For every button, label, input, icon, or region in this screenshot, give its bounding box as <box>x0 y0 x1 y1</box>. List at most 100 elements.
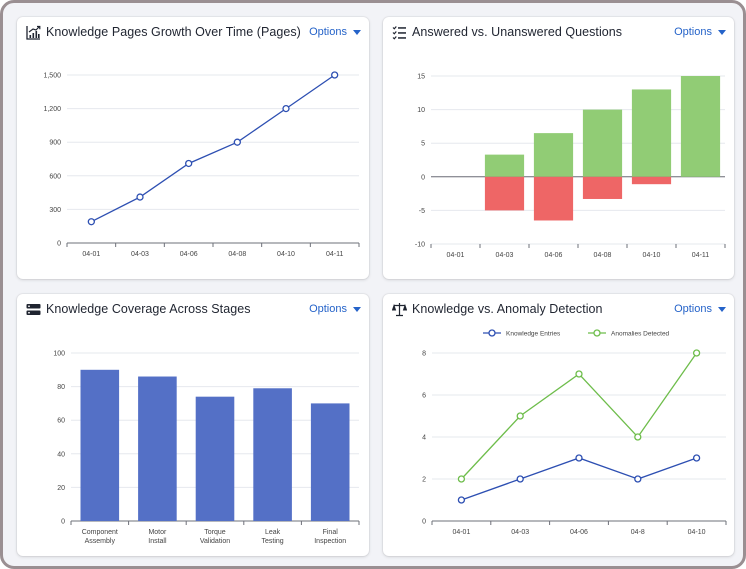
y-tick-label: 300 <box>49 207 61 214</box>
options-dropdown[interactable]: Options <box>674 303 726 315</box>
x-tick-label: Component <box>82 529 118 536</box>
x-tick-label: 04-10 <box>688 529 706 536</box>
card-header: Knowledge Coverage Across Stages Options <box>17 294 369 324</box>
x-tick-label: Leak <box>265 529 281 536</box>
coverage-bar <box>253 388 292 521</box>
y-tick-label: 5 <box>421 141 425 148</box>
y-tick-label: 8 <box>422 351 426 358</box>
y-tick-label: 100 <box>53 351 65 358</box>
knowledge-series-point <box>516 475 524 483</box>
x-tick-label: 04-01 <box>452 529 470 536</box>
pages-series-point <box>282 104 290 113</box>
coverage-stages-chart: 0 20 40 60 80 100 Component Assembly Motor Instal… <box>53 351 360 545</box>
coverage-bar <box>138 376 177 521</box>
pages-series-line <box>91 74 336 223</box>
x-tick-label: 04-06 <box>180 251 198 258</box>
card-header: Answered vs. Unanswered Questions Option… <box>383 17 734 47</box>
y-tick-label: 0 <box>421 174 425 181</box>
anomalies-series-point <box>692 349 701 357</box>
server-stack-icon <box>26 302 41 317</box>
knowledge-series-point <box>457 496 466 504</box>
y-tick-label: 900 <box>49 140 61 147</box>
chevron-down-icon <box>353 306 361 312</box>
x-tick-label: Final <box>323 529 339 536</box>
x-tick-label: 04-11 <box>692 252 709 259</box>
x-tick-label: Testing <box>262 538 284 545</box>
unanswered-bar <box>533 176 574 221</box>
pages-growth-chart: 0 300 600 900 1,200 1,500 04-01 04-03 04-06 04-08… <box>43 71 360 258</box>
y-tick-label: 15 <box>417 74 425 81</box>
x-tick-label: 04-06 <box>570 529 588 536</box>
x-tick-label: 04-08 <box>594 252 612 259</box>
card-title: Knowledge Coverage Across Stages <box>46 302 251 316</box>
coverage-bar <box>80 369 120 521</box>
knowledge-series-point <box>634 475 642 483</box>
pages-series-point <box>331 71 339 79</box>
y-tick-label: 1,200 <box>43 106 61 113</box>
card-header: Knowledge vs. Anomaly Detection Options <box>383 294 734 324</box>
options-label: Options <box>674 26 712 38</box>
anomaly-detection-card: Knowledge vs. Anomaly Detection Options … <box>383 294 734 556</box>
x-tick-label: Validation <box>200 538 230 545</box>
coverage-bar <box>195 396 235 521</box>
chevron-down-icon <box>718 29 726 35</box>
chevron-down-icon <box>353 29 361 35</box>
x-tick-label: Assembly <box>85 538 116 545</box>
coverage-bar <box>310 403 350 521</box>
legend-marker <box>488 329 496 337</box>
x-tick-label: 04-01 <box>82 251 100 258</box>
anomalies-series-point <box>634 433 642 441</box>
x-tick-label: Inspection <box>314 538 346 545</box>
x-tick-label: 04-11 <box>326 251 343 258</box>
options-label: Options <box>309 26 347 38</box>
y-tick-label: 4 <box>422 435 426 442</box>
anomalies-series-point <box>516 412 524 420</box>
pages-series-point <box>233 138 241 146</box>
y-tick-label: 20 <box>57 485 65 492</box>
legend-marker <box>593 329 601 337</box>
anomaly-detection-chart: 0 2 4 6 8 04-01 04-03 04-06 04-8 04-10 Knowledge E… <box>422 329 727 536</box>
x-tick-label: 04-03 <box>131 251 149 258</box>
chevron-down-icon <box>718 306 726 312</box>
unanswered-bar <box>582 176 623 199</box>
y-tick-label: 10 <box>417 107 425 114</box>
options-dropdown[interactable]: Options <box>309 26 361 38</box>
checklist-icon <box>392 25 407 40</box>
x-tick-label: Motor <box>148 529 167 536</box>
y-tick-label: 2 <box>422 477 426 484</box>
y-tick-label: 0 <box>61 519 65 526</box>
x-tick-label: 04-10 <box>643 252 661 259</box>
answered-questions-chart: -10 -5 0 5 10 15 04-01 04-03 04-06 04-08 04-10 04-1… <box>415 74 726 259</box>
card-title: Knowledge vs. Anomaly Detection <box>412 302 603 316</box>
answered-bar <box>533 133 574 177</box>
x-tick-label: 04-10 <box>277 251 295 258</box>
trend-chart-icon <box>26 25 41 40</box>
knowledge-series-point <box>692 454 701 462</box>
y-tick-label: -10 <box>415 242 425 249</box>
pages-series-point <box>87 218 95 226</box>
x-tick-label: 04-06 <box>545 252 563 259</box>
unanswered-bar <box>631 176 672 185</box>
coverage-stages-card: Knowledge Coverage Across Stages Options… <box>17 294 369 556</box>
options-dropdown[interactable]: Options <box>309 303 361 315</box>
card-title: Answered vs. Unanswered Questions <box>412 25 623 39</box>
x-tick-label: 04-08 <box>228 251 246 258</box>
balance-scale-icon <box>392 302 407 317</box>
y-tick-label: 0 <box>422 519 426 526</box>
options-label: Options <box>309 303 347 315</box>
x-tick-label: 04-8 <box>631 529 645 536</box>
y-tick-label: 1,500 <box>43 73 61 80</box>
y-tick-label: 600 <box>49 173 61 180</box>
y-tick-label: -5 <box>419 208 425 215</box>
options-dropdown[interactable]: Options <box>674 26 726 38</box>
legend-label: Knowledge Entries <box>506 331 561 338</box>
anomalies-series-point <box>575 370 583 378</box>
x-tick-label: 04-01 <box>447 252 465 259</box>
options-label: Options <box>674 303 712 315</box>
unanswered-bar <box>484 176 525 211</box>
pages-growth-card: Knowledge Pages Growth Over Time (Pages)… <box>17 17 369 279</box>
legend-label: Anomalies Detected <box>611 331 670 338</box>
pages-series-point <box>185 159 193 168</box>
x-tick-label: Torque <box>204 529 226 536</box>
